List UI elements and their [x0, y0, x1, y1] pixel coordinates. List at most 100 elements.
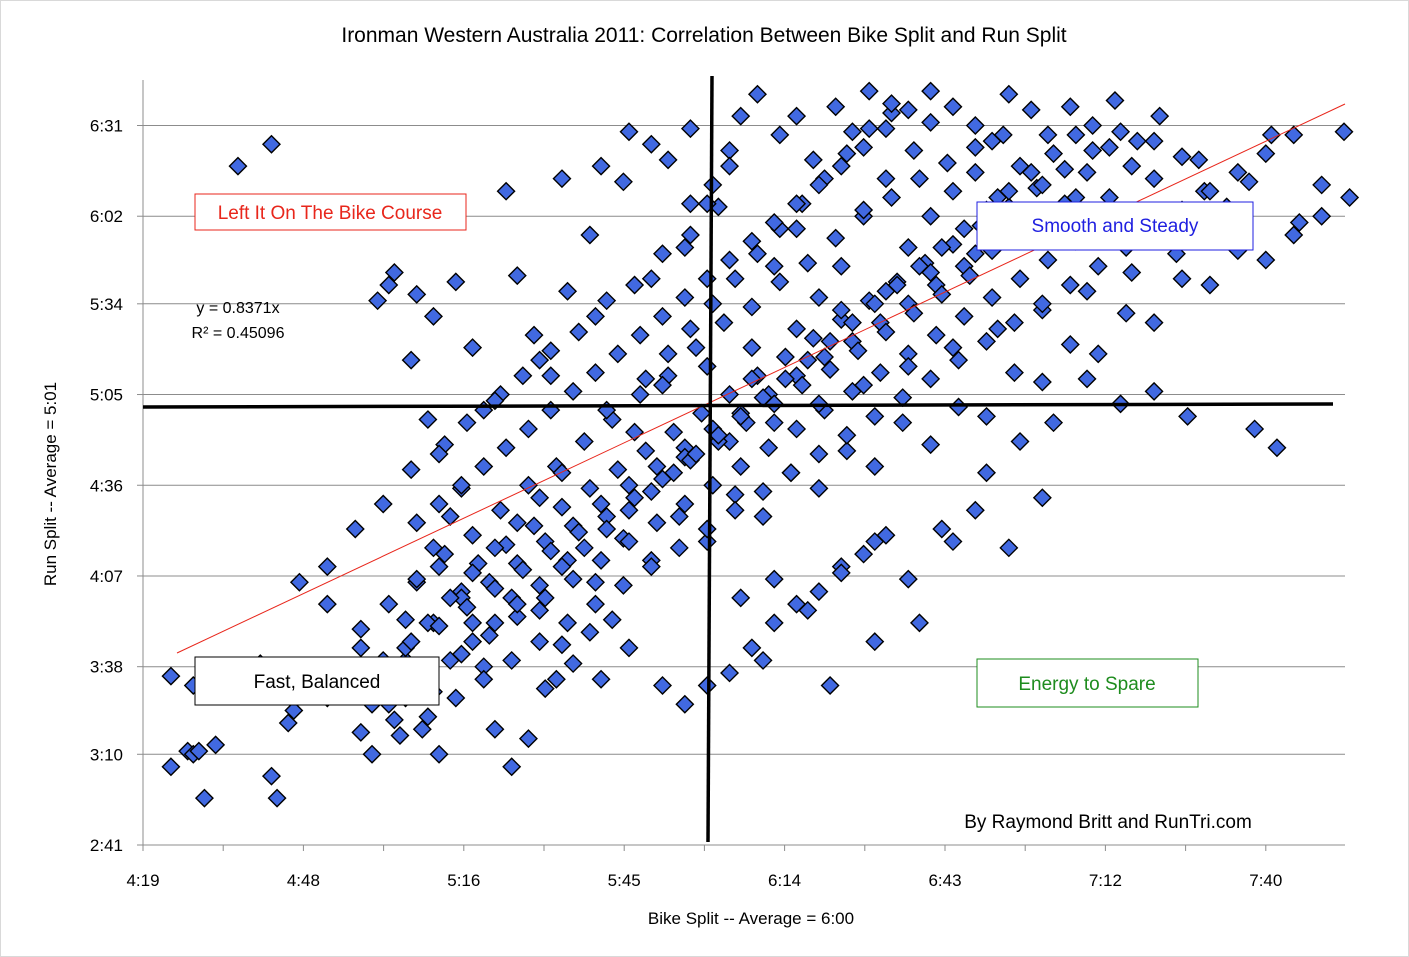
- data-point: [1172, 147, 1192, 167]
- data-point: [954, 219, 974, 239]
- data-point: [1077, 162, 1097, 182]
- data-point: [949, 350, 969, 370]
- data-point: [647, 456, 667, 476]
- x-axis-label: Bike Split -- Average = 6:00: [648, 909, 854, 928]
- data-point: [870, 363, 890, 383]
- data-point: [653, 675, 672, 695]
- data-point: [507, 607, 527, 627]
- data-point: [552, 635, 572, 655]
- data-point: [384, 263, 404, 283]
- data-point: [876, 169, 896, 189]
- data-point: [1060, 275, 1080, 295]
- data-point: [507, 594, 527, 614]
- data-point: [876, 525, 896, 545]
- data-point: [731, 406, 751, 426]
- data-point: [591, 494, 611, 514]
- data-point: [809, 288, 829, 308]
- annotation-top-right-text: Smooth and Steady: [1032, 216, 1199, 237]
- data-point: [842, 313, 862, 333]
- data-point: [463, 613, 483, 633]
- data-point: [502, 650, 522, 670]
- data-point: [379, 275, 399, 295]
- data-point: [574, 431, 594, 451]
- data-point: [479, 625, 499, 645]
- data-point: [619, 475, 639, 495]
- data-point: [161, 666, 181, 686]
- data-point: [317, 594, 337, 614]
- data-point: [585, 363, 605, 383]
- data-point: [697, 356, 717, 376]
- data-point: [368, 291, 388, 311]
- data-point: [965, 500, 985, 520]
- data-points: [161, 81, 1360, 808]
- data-point: [943, 532, 963, 552]
- data-point: [602, 610, 622, 630]
- data-point: [1004, 313, 1024, 333]
- data-point: [1044, 413, 1064, 433]
- data-point: [463, 632, 483, 652]
- data-point: [837, 425, 857, 445]
- data-point: [1105, 90, 1125, 110]
- data-point: [1312, 206, 1332, 226]
- data-point: [261, 134, 281, 154]
- data-point: [809, 444, 829, 464]
- data-point: [507, 266, 527, 286]
- data-point: [206, 735, 226, 755]
- data-point: [1077, 369, 1097, 389]
- data-point: [429, 744, 449, 764]
- data-point: [809, 478, 829, 498]
- data-point: [854, 375, 874, 395]
- data-point: [1172, 269, 1192, 289]
- x-tick-label: 7:12: [1089, 871, 1122, 890]
- data-point: [977, 331, 996, 351]
- data-point: [977, 463, 996, 483]
- data-point: [831, 156, 851, 176]
- y-tick-label: 6:31: [90, 117, 123, 136]
- trendline: [176, 103, 1346, 654]
- data-point: [725, 485, 745, 505]
- data-point: [463, 525, 483, 545]
- y-tick-label: 4:36: [90, 476, 123, 495]
- data-point: [865, 632, 885, 652]
- data-point: [396, 610, 416, 630]
- data-point: [1289, 212, 1309, 232]
- data-point: [1178, 406, 1198, 426]
- data-point: [742, 369, 762, 389]
- data-point: [669, 538, 689, 558]
- data-point: [859, 81, 879, 101]
- data-point: [1038, 250, 1058, 270]
- data-point: [1032, 372, 1052, 392]
- data-point: [591, 550, 611, 570]
- data-point: [747, 84, 767, 104]
- data-point: [798, 350, 818, 370]
- data-point: [496, 181, 516, 201]
- data-point: [837, 441, 857, 461]
- data-point: [1032, 488, 1052, 508]
- data-point: [518, 729, 538, 749]
- data-point: [507, 513, 527, 533]
- data-point: [1200, 181, 1220, 201]
- data-point: [965, 162, 985, 182]
- data-point: [630, 385, 650, 405]
- data-point: [882, 187, 902, 207]
- data-point: [720, 250, 740, 270]
- data-point: [563, 381, 583, 401]
- gridlines: [142, 80, 1345, 846]
- x-tick-label: 4:19: [126, 871, 159, 890]
- data-point: [317, 557, 337, 577]
- data-point: [770, 272, 790, 292]
- data-point: [446, 272, 466, 292]
- data-point: [898, 238, 918, 257]
- data-point: [485, 613, 505, 633]
- data-point: [1122, 263, 1142, 283]
- data-point: [647, 513, 667, 533]
- data-point: [630, 325, 650, 345]
- data-point: [764, 569, 784, 589]
- data-point: [848, 341, 868, 361]
- data-point: [965, 137, 985, 157]
- data-point: [1111, 122, 1131, 142]
- data-point: [949, 397, 969, 417]
- data-point: [541, 341, 561, 361]
- data-point: [803, 150, 823, 170]
- data-point: [842, 122, 862, 142]
